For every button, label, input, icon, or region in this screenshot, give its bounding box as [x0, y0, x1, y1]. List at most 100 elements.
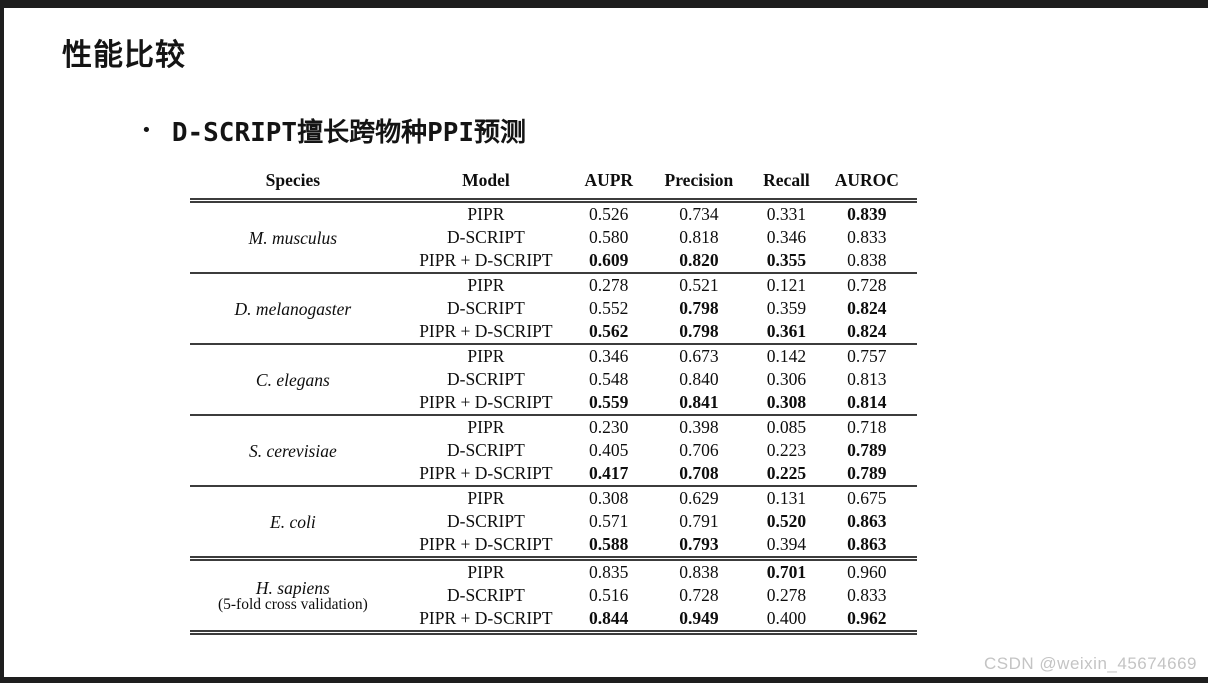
metric-cell: 0.838	[679, 562, 719, 582]
species-cell: D. melanogaster	[234, 298, 352, 319]
table-row: S. cerevisiae PIPR 0.230 0.398 0.085 0.718	[190, 415, 917, 461]
metric-cell: 0.960	[847, 562, 887, 582]
metric-cell: 0.346	[589, 346, 629, 366]
metric-cell: 0.359	[766, 298, 807, 318]
metric-cell: 0.863	[847, 534, 887, 554]
model-cell: PIPR	[467, 488, 505, 508]
bullet-icon: •	[141, 120, 152, 141]
table-row: D-SCRIPT 0.516 0.728 0.278 0.833	[190, 584, 917, 607]
metric-cell: 0.701	[766, 562, 807, 582]
metric-cell: 0.142	[766, 346, 807, 366]
metric-cell: 0.394	[766, 534, 807, 554]
metric-cell: 0.346	[766, 227, 807, 247]
species-group: H. sapiens (5-fold cross validation) PIPR 0…	[190, 559, 917, 633]
column-header-model: Model	[462, 170, 510, 190]
table-header: Species Model AUPR Precision Recall AUROC	[190, 168, 917, 201]
metric-cell: 0.814	[847, 392, 887, 412]
metric-cell: 0.361	[766, 321, 807, 341]
metric-cell: 0.949	[679, 608, 719, 628]
metric-cell: 0.609	[589, 250, 629, 270]
model-cell: D-SCRIPT	[446, 369, 525, 389]
metric-cell: 0.308	[589, 488, 629, 508]
table-row: PIPR + D-SCRIPT 0.844 0.949 0.400 0.962	[190, 607, 917, 633]
metric-cell: 0.516	[589, 585, 629, 605]
metric-cell: 0.844	[589, 608, 629, 628]
table-row: D-SCRIPT 0.548 0.840 0.306 0.813	[190, 368, 917, 391]
metric-cell: 0.588	[589, 534, 629, 554]
table-row: PIPR + D-SCRIPT 0.417 0.708 0.225 0.789	[190, 462, 917, 486]
model-cell: D-SCRIPT	[446, 585, 525, 605]
species-group: S. cerevisiae PIPR 0.230 0.398 0.085 0.718 D-S…	[190, 415, 917, 486]
model-cell: PIPR + D-SCRIPT	[419, 392, 553, 412]
species-group: M. musculus PIPR 0.526 0.734 0.331 0.839 D-SCR…	[190, 201, 917, 273]
metric-cell: 0.835	[589, 562, 629, 582]
metric-cell: 0.824	[847, 298, 887, 318]
metric-cell: 0.526	[589, 204, 629, 224]
metric-cell: 0.306	[766, 369, 807, 389]
table-row: H. sapiens (5-fold cross validation) PIPR 0…	[190, 559, 917, 613]
model-cell: PIPR + D-SCRIPT	[419, 534, 553, 554]
metric-cell: 0.278	[589, 275, 629, 295]
metric-cell: 0.793	[679, 534, 719, 554]
metric-cell: 0.223	[766, 440, 807, 460]
metric-cell: 0.629	[679, 488, 719, 508]
model-cell: PIPR + D-SCRIPT	[419, 608, 553, 628]
species-cell: C. elegans	[255, 369, 330, 390]
model-cell: PIPR + D-SCRIPT	[419, 250, 553, 270]
species-cell: M. musculus	[248, 227, 338, 248]
metric-cell: 0.818	[679, 227, 719, 247]
column-header-recall: Recall	[763, 170, 810, 190]
left-border-bar	[0, 0, 4, 683]
table-row: E. coli PIPR 0.308 0.629 0.131 0.675	[190, 486, 917, 532]
metric-cell: 0.813	[847, 369, 887, 389]
metric-cell: 0.708	[679, 463, 719, 483]
table-row: PIPR + D-SCRIPT 0.559 0.841 0.308 0.814	[190, 391, 917, 415]
bottom-border-bar	[0, 677, 1208, 683]
table-row: PIPR + D-SCRIPT 0.562 0.798 0.361 0.824	[190, 320, 917, 344]
species-note: (5-fold cross validation)	[217, 595, 368, 613]
metric-cell: 0.728	[679, 585, 719, 605]
metric-cell: 0.230	[589, 417, 629, 437]
metric-cell: 0.840	[679, 369, 719, 389]
metric-cell: 0.308	[766, 392, 807, 412]
metric-cell: 0.962	[847, 608, 887, 628]
model-cell: PIPR + D-SCRIPT	[419, 463, 553, 483]
column-header-precision: Precision	[664, 170, 734, 190]
metric-cell: 0.839	[847, 204, 887, 224]
metric-cell: 0.521	[679, 275, 719, 295]
results-table: Species Model AUPR Precision Recall AUROC M. …	[190, 168, 917, 635]
column-header-aupr: AUPR	[584, 170, 634, 190]
top-border-bar	[0, 0, 1208, 8]
metric-cell: 0.559	[589, 392, 629, 412]
metric-cell: 0.789	[847, 463, 887, 483]
table-row: D-SCRIPT 0.552 0.798 0.359 0.824	[190, 297, 917, 320]
metric-cell: 0.863	[847, 511, 887, 531]
metric-cell: 0.728	[847, 275, 887, 295]
metric-cell: 0.417	[589, 463, 629, 483]
table-row: PIPR + D-SCRIPT 0.609 0.820 0.355 0.838	[190, 249, 917, 273]
metric-cell: 0.673	[679, 346, 719, 366]
table-row: C. elegans PIPR 0.346 0.673 0.142 0.757	[190, 344, 917, 390]
metric-cell: 0.571	[589, 511, 629, 531]
metric-cell: 0.580	[589, 227, 629, 247]
metric-cell: 0.355	[766, 250, 807, 270]
model-cell: D-SCRIPT	[446, 440, 525, 460]
species-cell: H. sapiens (5-fold cross validation)	[190, 559, 396, 633]
model-cell: PIPR	[467, 204, 505, 224]
model-cell: D-SCRIPT	[446, 298, 525, 318]
page-title: 性能比较	[62, 39, 186, 72]
metric-cell: 0.331	[766, 204, 807, 224]
metric-cell: 0.718	[847, 417, 887, 437]
metric-cell: 0.400	[766, 608, 807, 628]
metric-cell: 0.757	[847, 346, 887, 366]
table-row: D-SCRIPT 0.571 0.791 0.520 0.863	[190, 510, 917, 533]
species-group: C. elegans PIPR 0.346 0.673 0.142 0.757 D-SCRI…	[190, 344, 917, 415]
header-row: Species Model AUPR Precision Recall AUROC	[190, 168, 917, 201]
metric-cell: 0.789	[847, 440, 887, 460]
metric-cell: 0.798	[679, 298, 719, 318]
metric-cell: 0.833	[847, 585, 887, 605]
metric-cell: 0.706	[679, 440, 719, 460]
model-cell: PIPR	[467, 562, 505, 582]
metric-cell: 0.833	[847, 227, 887, 247]
